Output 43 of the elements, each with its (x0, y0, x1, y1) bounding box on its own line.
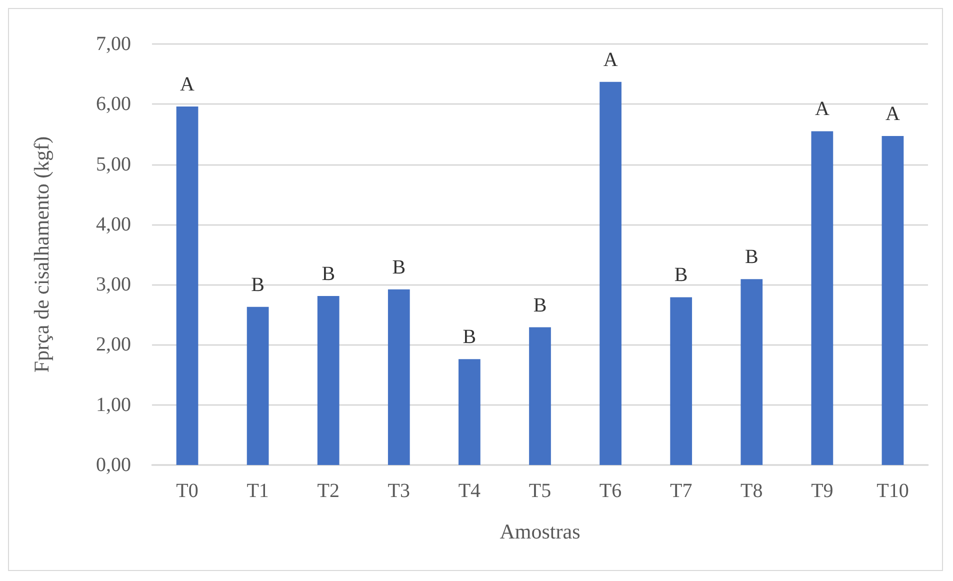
bar (246, 306, 269, 465)
x-tick-label: T6 (599, 480, 622, 502)
annotation: A (603, 48, 618, 71)
x-tick-label: T9 (811, 480, 834, 502)
y-tick-label: 4,00 (96, 213, 131, 236)
annotation: B (744, 246, 758, 268)
y-tick-label: 2,00 (96, 334, 131, 356)
x-tick-label: T2 (317, 480, 340, 502)
x-tick-label: T8 (740, 480, 763, 502)
bar (529, 327, 551, 465)
annotation: B (533, 294, 547, 316)
x-tick-label: T1 (246, 480, 269, 502)
annotation: A (886, 103, 900, 126)
x-tick-label: T0 (176, 480, 198, 502)
x-tick-label: T10 (876, 480, 909, 502)
x-tick-label: T3 (388, 480, 410, 502)
annotation: B (674, 264, 688, 286)
x-tick-label: T7 (670, 480, 692, 502)
y-axis-title: Fprça de cisalhamento (kgf) (30, 136, 54, 373)
y-tick-label: 3,00 (96, 274, 131, 296)
y-tick-label: 1,00 (96, 394, 131, 416)
bar (811, 131, 834, 465)
y-tick-label: 7,00 (96, 33, 131, 55)
y-tick-label: 0,00 (96, 454, 131, 476)
bar (176, 106, 198, 465)
x-tick-label: T5 (528, 480, 552, 502)
x-axis-title: Amostras (500, 520, 580, 544)
y-tick-label: 5,00 (96, 153, 131, 176)
bar (600, 82, 622, 465)
annotation: A (180, 74, 196, 96)
bar (882, 136, 904, 465)
annotation: B (392, 256, 406, 278)
bar (670, 297, 692, 465)
annotation: B (251, 274, 264, 296)
annotation: B (322, 263, 336, 285)
annotation: A (814, 98, 830, 120)
x-tick-label: T4 (458, 480, 481, 502)
bar (317, 296, 340, 465)
bar (740, 279, 763, 465)
annotation: B (462, 326, 476, 348)
y-tick-label: 6,00 (96, 93, 131, 116)
bar (458, 359, 480, 465)
bar (388, 289, 410, 465)
